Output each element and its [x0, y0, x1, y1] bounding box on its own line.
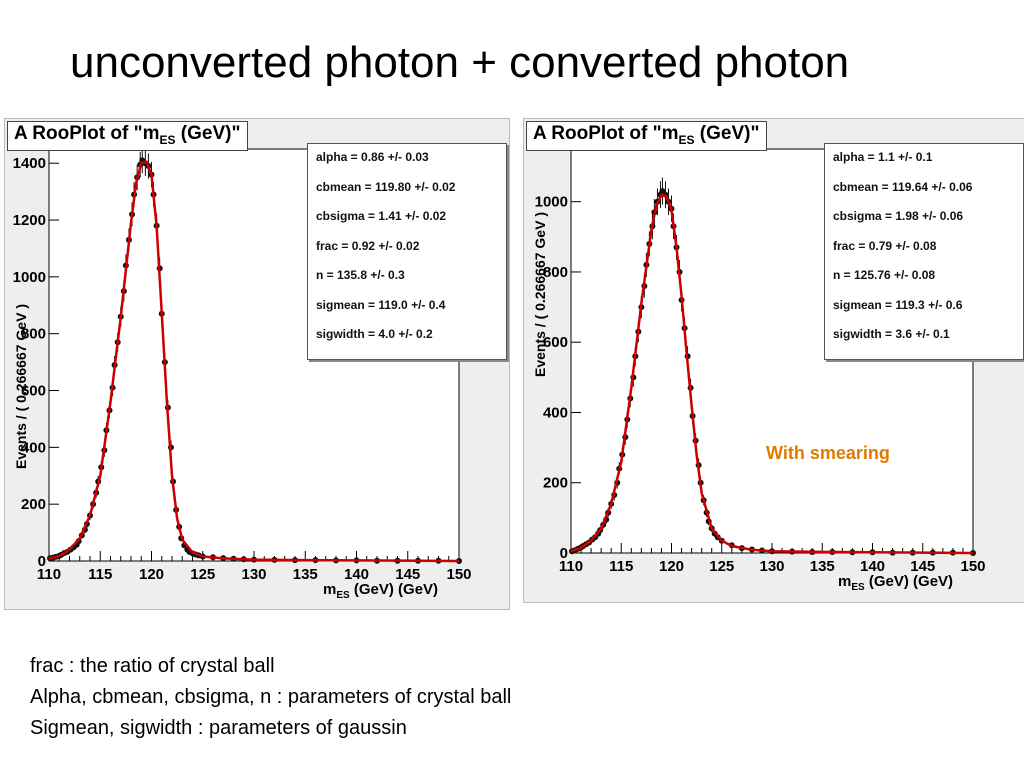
- y-axis-label: Events / ( 0.266667 GeV ): [532, 212, 548, 377]
- param-frac: frac = 0.92 +/- 0.02: [316, 238, 420, 253]
- x-tick-label: 135: [810, 558, 835, 575]
- fit-parameters-box: alpha = 1.1 +/- 0.1 cbmean = 119.64 +/- …: [824, 143, 1024, 360]
- note-crystal-ball: Alpha, cbmean, cbsigma, n : parameters o…: [30, 686, 512, 708]
- x-tick-label: 125: [190, 566, 215, 583]
- fit-curve: [48, 160, 460, 563]
- x-tick-label: 145: [395, 566, 420, 583]
- x-tick-label: 125: [709, 558, 734, 575]
- y-tick-label: 1000: [535, 194, 568, 211]
- param-n: n = 125.76 +/- 0.08: [833, 268, 936, 282]
- slide-title: unconverted photon + converted photon: [70, 38, 850, 87]
- x-tick-label: 135: [293, 566, 318, 583]
- x-tick-label: 115: [88, 566, 112, 583]
- x-tick-label: 150: [446, 566, 471, 583]
- param-sigmean: sigmean = 119.3 +/- 0.6: [833, 297, 963, 312]
- y-tick-label: 0: [560, 545, 568, 562]
- y-tick-label: 1400: [13, 155, 46, 172]
- y-axis-label: Events / ( 0.266667 GeV ): [13, 304, 29, 469]
- param-frac: frac = 0.79 +/- 0.08: [833, 238, 937, 253]
- note-frac: frac : the ratio of crystal ball: [30, 655, 275, 677]
- param-cbsigma: cbsigma = 1.98 +/- 0.06: [833, 209, 964, 223]
- y-tick-label: 800: [21, 326, 46, 343]
- plot-panel-unconverted: 110 115 120 125 130 135 140 145 150 0 200 400 600 800…: [4, 118, 510, 610]
- y-tick-label: 800: [543, 264, 568, 281]
- plot-title: A RooPlot of "mES (GeV)": [526, 121, 767, 151]
- x-tick-label: 130: [759, 558, 784, 575]
- x-tick-label: 110: [559, 558, 583, 575]
- y-tick-label: 600: [21, 383, 46, 400]
- param-sigmean: sigmean = 119.0 +/- 0.4: [316, 297, 446, 312]
- x-tick-label: 140: [860, 558, 885, 575]
- x-tick-label: 115: [609, 558, 633, 575]
- x-axis-label: mES (GeV) (GeV): [838, 573, 954, 593]
- y-tick-label: 1200: [13, 212, 46, 229]
- plot-panel-converted: 110 115 120 125 130 135 140 145 150 0 200 400 600 800…: [523, 118, 1024, 603]
- param-sigwidth: sigwidth = 4.0 +/- 0.2: [316, 327, 433, 341]
- y-tick-label: 200: [21, 496, 46, 513]
- y-tick-label: 600: [543, 334, 568, 351]
- y-tick-label: 400: [543, 404, 568, 421]
- param-cbsigma: cbsigma = 1.41 +/- 0.02: [316, 209, 447, 223]
- fit-curve: [570, 193, 974, 555]
- param-cbmean: cbmean = 119.80 +/- 0.02: [316, 179, 456, 194]
- x-tick-label: 145: [910, 558, 935, 575]
- x-tick-label: 110: [37, 566, 61, 583]
- x-tick-label: 150: [960, 558, 985, 575]
- y-tick-label: 200: [543, 475, 568, 492]
- param-cbmean: cbmean = 119.64 +/- 0.06: [833, 179, 973, 194]
- x-tick-label: 120: [139, 566, 164, 583]
- y-tick-label: 400: [21, 439, 46, 456]
- notes: frac : the ratio of crystal ball Alpha, …: [30, 651, 511, 744]
- note-gaussian: Sigmean, sigwidth : parameters of gaussi…: [30, 717, 407, 739]
- x-tick-label: 130: [241, 566, 266, 583]
- param-alpha: alpha = 0.86 +/- 0.03: [316, 150, 429, 164]
- param-n: n = 135.8 +/- 0.3: [316, 268, 405, 282]
- x-tick-label: 140: [344, 566, 369, 583]
- x-axis-label: mES (GeV) (GeV): [323, 581, 439, 601]
- plot-title: A RooPlot of "mES (GeV)": [7, 121, 248, 151]
- x-tick-label: 120: [659, 558, 684, 575]
- smearing-annotation: With smearing: [766, 443, 890, 463]
- param-alpha: alpha = 1.1 +/- 0.1: [833, 150, 933, 164]
- y-tick-label: 0: [38, 553, 46, 570]
- param-sigwidth: sigwidth = 3.6 +/- 0.1: [833, 327, 950, 341]
- y-tick-label: 1000: [13, 269, 46, 286]
- fit-parameters-box: alpha = 0.86 +/- 0.03 cbmean = 119.80 +/…: [307, 143, 507, 360]
